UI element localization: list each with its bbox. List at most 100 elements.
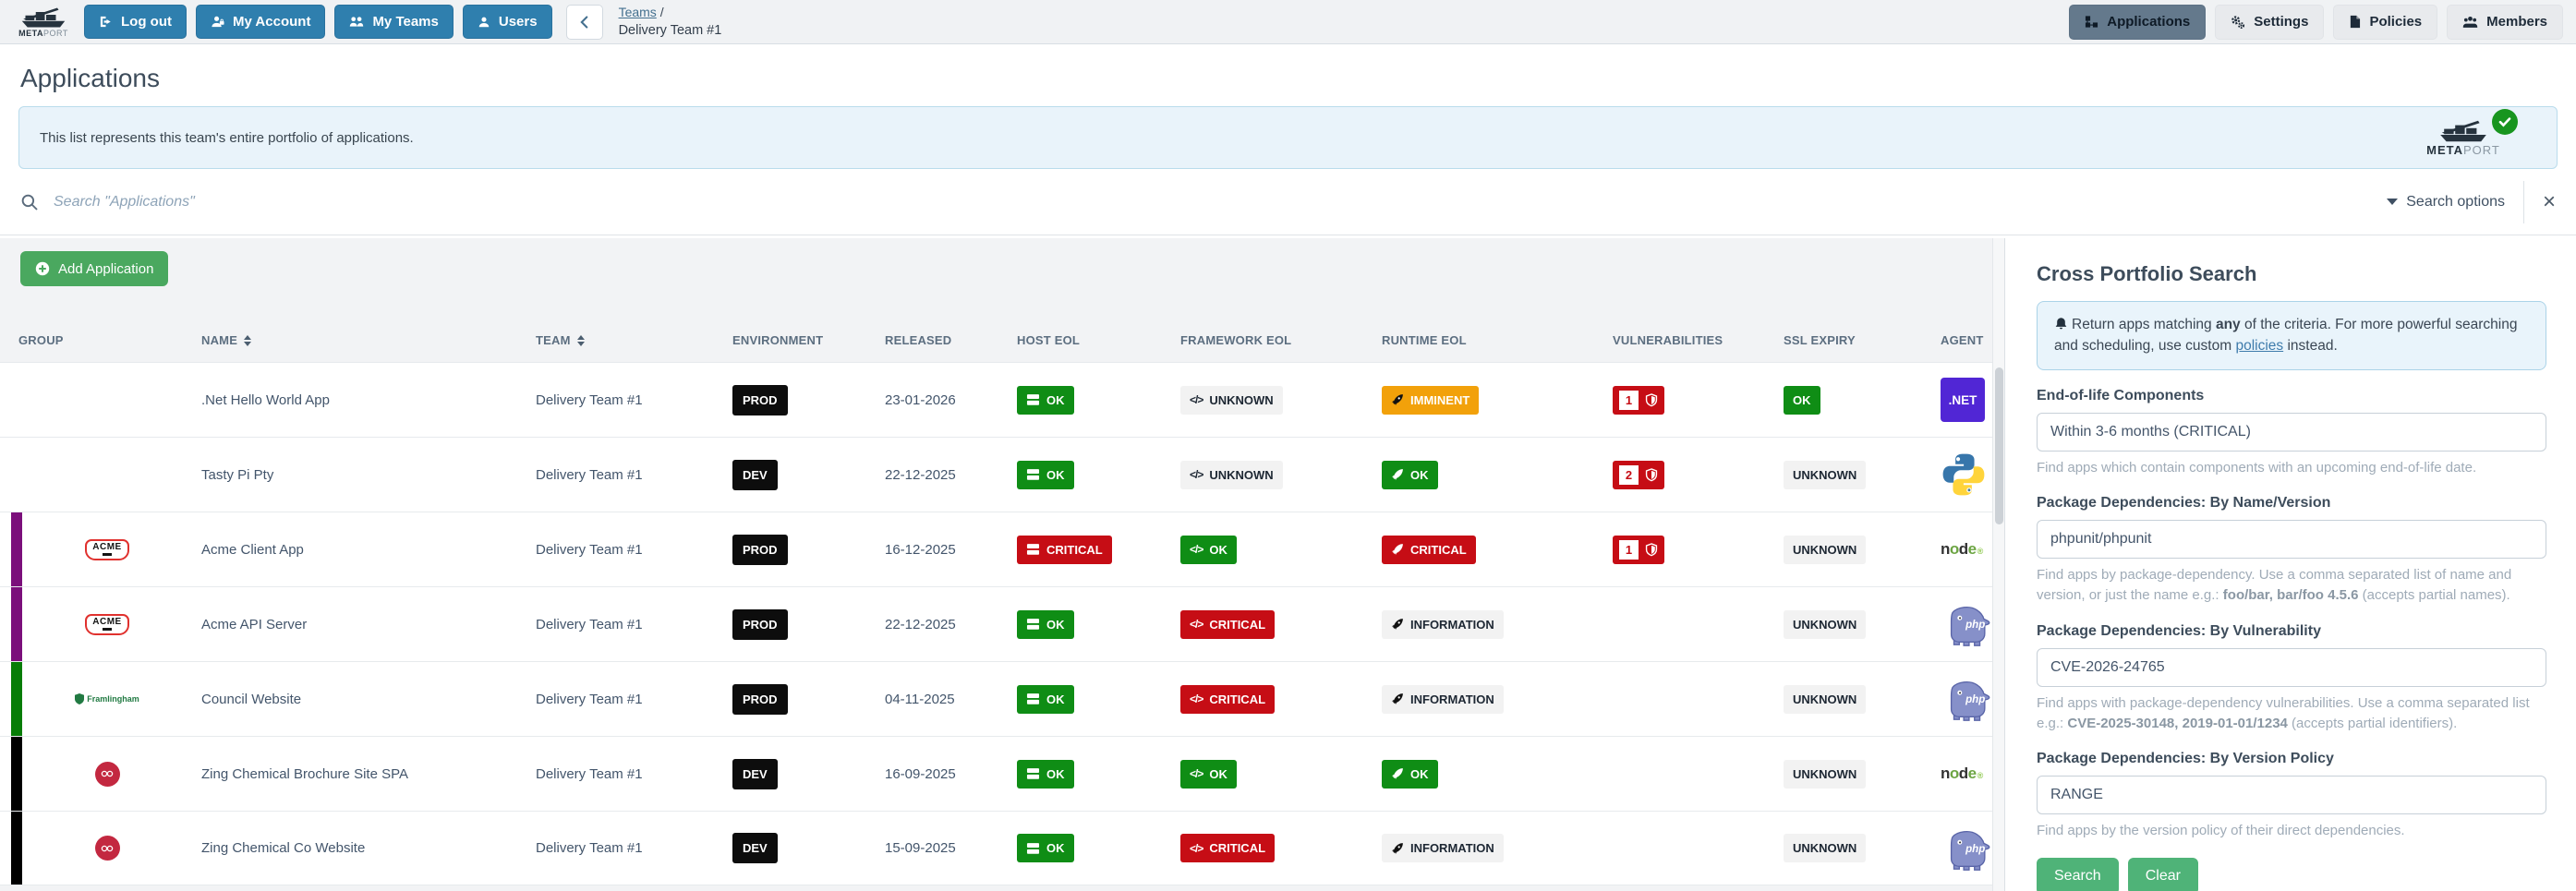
nav-button-log-out[interactable]: Log out (84, 5, 187, 39)
field-input-eol-components[interactable] (2037, 412, 2546, 452)
context-nav: Applications Settings Policies Members (2069, 4, 2563, 40)
agent-cell (1935, 452, 1996, 498)
my-teams-icon (349, 15, 364, 29)
help-text: (accepts partial names). (2358, 587, 2510, 603)
breadcrumb-separator: / (659, 4, 664, 19)
plus-circle-icon (35, 261, 50, 276)
app-row[interactable]: ACME Acme Client App Delivery Team #1 PROD 1… (0, 512, 1996, 586)
field-dep-name-version: Package Dependencies: By Name/Version Fin… (2037, 494, 2546, 606)
clear-button[interactable]: Clear (2127, 858, 2198, 891)
add-application-button[interactable]: Add Application (20, 251, 169, 286)
field-input-dep-name-version[interactable] (2037, 520, 2546, 560)
framework-eol-badge: </> CRITICAL (1180, 834, 1276, 862)
nav-button-users[interactable]: Users (462, 5, 552, 39)
framlingham-label: Framlingham (87, 694, 139, 704)
app-row[interactable]: Tasty Pi Pty Delivery Team #1 DEV 22-12-202… (0, 437, 1996, 512)
help-text: Find apps by package-dependency. Use a c… (2037, 567, 2512, 603)
app-name-text: Acme API Server (201, 616, 308, 632)
back-button[interactable] (565, 4, 603, 40)
ssl-expiry-cell: UNKNOWN (1778, 535, 1935, 564)
agent-logo-php: php (1941, 825, 1994, 872)
app-row[interactable]: Zing Chemical Co Website Delivery Team #1… (0, 811, 1996, 885)
close-search-button[interactable]: × (2542, 188, 2556, 214)
runtime-eol-badge: IMMINENT (1382, 385, 1480, 415)
search-bar: Search options × (0, 169, 2576, 235)
field-help: Find apps which contain components with … (2037, 458, 2546, 478)
breadcrumb-teams-link[interactable]: Teams (618, 4, 657, 19)
runtime-eol-badge: OK (1382, 460, 1438, 489)
nav-button-label: Log out (121, 14, 172, 30)
tab-settings[interactable]: Settings (2215, 4, 2325, 40)
group-cell: ACME (13, 538, 196, 560)
ssl-expiry-cell: OK (1778, 385, 1935, 415)
breadcrumb: Teams / Delivery Team #1 (619, 4, 722, 41)
badge-label: INFORMATION (1410, 617, 1494, 632)
search-button[interactable]: Search (2037, 858, 2119, 891)
agent-cell: php (1935, 676, 1996, 722)
column-header-team[interactable]: TEAM (530, 333, 727, 347)
badge-label: UNKNOWN (1793, 692, 1857, 706)
ssl-expiry-cell: UNKNOWN (1778, 684, 1935, 714)
rocket-icon (1391, 468, 1404, 481)
app-row[interactable]: .Net Hello World App Delivery Team #1 PROD… (0, 362, 1996, 437)
server-icon (1026, 842, 1040, 855)
field-label: End-of-life Components (2037, 387, 2205, 403)
host-eol-badge: OK (1017, 759, 1074, 789)
framework-eol-cell: </> OK (1175, 535, 1376, 564)
runtime-eol-cell: INFORMATION (1376, 609, 1607, 639)
field-input-dep-vulnerability[interactable] (2037, 647, 2546, 687)
app-row[interactable]: Framlingham Council Website Delivery Team … (0, 661, 1996, 736)
environment-badge: DEV (732, 459, 778, 490)
nav-button-label: Users (498, 14, 538, 30)
badge-label: OK (1410, 766, 1429, 781)
ssl-expiry-cell: UNKNOWN (1778, 460, 1935, 489)
metaport-stamp: METAPORT (2424, 108, 2518, 156)
search-icon (20, 193, 39, 211)
group-cell: ACME (13, 613, 196, 635)
field-eol-components: End-of-life Components Find apps which co… (2037, 387, 2546, 478)
group-strip (11, 587, 22, 661)
caret-down-icon (2387, 199, 2399, 205)
tab-applications[interactable]: Applications (2069, 4, 2207, 40)
environment-badge: PROD (732, 683, 788, 715)
runtime-eol-cell: OK (1376, 759, 1607, 789)
policies-link[interactable]: policies (2235, 338, 2284, 355)
app-row[interactable]: ACME Acme API Server Delivery Team #1 PROD 2… (0, 586, 1996, 661)
scrollbar-thumb[interactable] (1995, 367, 2003, 524)
host-eol-badge: CRITICAL (1017, 535, 1112, 564)
column-header-label: NAME (201, 333, 238, 347)
framework-eol-cell: </> CRITICAL (1175, 609, 1376, 639)
app-row[interactable]: Zing Chemical Brochure Site SPA Delivery … (0, 736, 1996, 811)
environment-cell: PROD (727, 683, 879, 715)
framework-eol-badge: </> OK (1180, 535, 1237, 564)
search-input[interactable] (54, 193, 2388, 211)
host-eol-cell: OK (1011, 684, 1175, 714)
released-date: 15-09-2025 (885, 840, 956, 856)
tab-policies[interactable]: Policies (2333, 4, 2438, 40)
group-strip (11, 737, 22, 811)
panel-notice: Return apps matching any of the criteria… (2037, 301, 2546, 370)
badge-label: UNKNOWN (1209, 392, 1274, 407)
column-header-label: RELEASED (885, 333, 952, 347)
badge-label: CRITICAL (1209, 841, 1266, 855)
runtime-eol-cell: INFORMATION (1376, 834, 1607, 862)
app-name: Acme API Server (196, 617, 530, 632)
environment-badge: PROD (732, 608, 788, 640)
column-header-label: GROUP (18, 333, 64, 347)
svg-text:php: php (1965, 619, 1985, 631)
nav-button-my-account[interactable]: My Account (195, 5, 326, 39)
settings-icon (2231, 15, 2245, 30)
badge-label: UNKNOWN (1793, 617, 1857, 632)
host-eol-cell: OK (1011, 609, 1175, 639)
column-header-name[interactable]: NAME (196, 333, 530, 347)
released-date: 16-09-2025 (885, 765, 956, 782)
primary-nav: Log out My Account My Teams Users (84, 5, 552, 39)
table-scrollbar[interactable] (1992, 238, 2004, 891)
panel-buttons: Search Clear (2037, 858, 2546, 891)
nav-button-my-teams[interactable]: My Teams (334, 5, 454, 39)
metaport-logo[interactable]: METAPORT (13, 6, 74, 38)
tab-members[interactable]: Members (2447, 4, 2563, 40)
field-input-dep-version-policy[interactable] (2037, 776, 2546, 815)
search-options-toggle[interactable]: Search options (2387, 194, 2505, 211)
server-icon (1026, 767, 1040, 780)
